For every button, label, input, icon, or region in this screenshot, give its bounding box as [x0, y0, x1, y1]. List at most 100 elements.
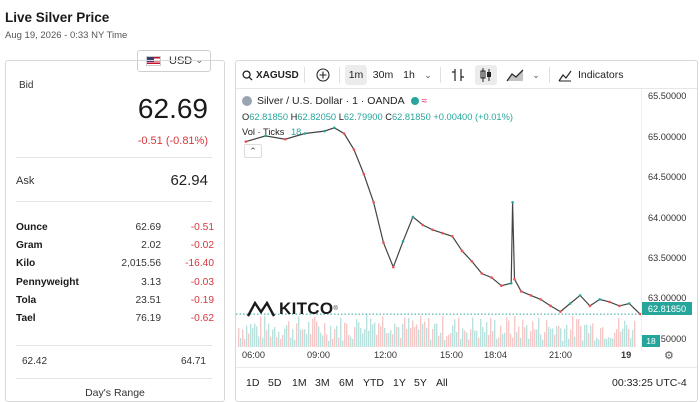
interval-1m[interactable]: 1m: [345, 65, 367, 85]
volume-bar: [500, 325, 502, 347]
candle-style-button[interactable]: [475, 65, 497, 85]
unit-name: Tola: [16, 294, 37, 306]
volume-bar: [614, 332, 616, 347]
chart-settings-button[interactable]: ⚙: [664, 349, 674, 362]
day-range-label: Day's Range: [85, 387, 145, 399]
volume-bar: [438, 335, 440, 347]
kitco-logo-icon: [247, 301, 275, 317]
range-all[interactable]: All: [436, 377, 448, 389]
divider: [16, 345, 212, 346]
chart-clock[interactable]: 00:33:25 UTC-4: [612, 377, 687, 389]
range-1d[interactable]: 1D: [246, 377, 260, 389]
volume-bar: [466, 332, 468, 347]
volume-bar: [554, 334, 556, 347]
volume-bar: [388, 332, 390, 347]
page-timestamp: Aug 19, 2026 - 0:33 NY Time: [5, 30, 128, 41]
compare-button[interactable]: [313, 65, 333, 85]
price-point: [401, 239, 405, 243]
volume-bar: [620, 331, 622, 347]
interval-dropdown[interactable]: ⌄: [422, 65, 434, 85]
high-label: H: [290, 112, 298, 122]
range-ytd[interactable]: YTD: [363, 377, 384, 389]
volume-bar: [258, 336, 260, 347]
volume-bar: [622, 328, 624, 347]
price-plot[interactable]: [236, 89, 641, 349]
interval-30m[interactable]: 30m: [370, 65, 396, 85]
market-open-icon: [410, 97, 419, 105]
volume-bar: [434, 323, 436, 347]
unit-row-pennyweight: Pennyweight 3.13 -0.03: [16, 273, 214, 291]
volume-bar: [324, 323, 326, 347]
volume-bar: [560, 328, 562, 347]
range-5d[interactable]: 5D: [268, 377, 282, 389]
price-point: [441, 231, 444, 235]
volume-bar: [322, 335, 324, 347]
area-style-button[interactable]: [504, 65, 526, 85]
live-data-icon: ≈: [421, 95, 428, 107]
volume-bar: [264, 316, 266, 347]
volume-bar: [412, 320, 414, 347]
volume-bar: [470, 329, 472, 347]
volume-label: Vol · Ticks: [242, 127, 285, 137]
volume-bar: [330, 325, 332, 347]
volume-bar: [406, 329, 408, 347]
day-range-high: 64.71: [180, 356, 206, 367]
volume-bar: [240, 337, 242, 347]
price-point: [352, 148, 356, 151]
volume-bar: [490, 317, 492, 347]
interval-1h[interactable]: 1h: [400, 65, 418, 85]
volume-bar: [332, 338, 334, 347]
volume-bar: [576, 319, 578, 347]
range-1m[interactable]: 1M: [292, 377, 307, 389]
volume-bar: [426, 327, 428, 347]
volume-bar: [282, 334, 284, 347]
bar-style-button[interactable]: [449, 65, 467, 85]
volume-bar: [296, 323, 298, 347]
volume-bar: [398, 327, 400, 347]
collapse-legend-button[interactable]: ⌃: [244, 144, 262, 158]
volume-bar: [252, 328, 254, 347]
price-tick: 63.00000: [648, 293, 687, 304]
volume-bar: [512, 337, 514, 347]
indicators-button[interactable]: Indicators: [558, 65, 628, 85]
volume-bar: [482, 327, 484, 347]
volume-bar: [260, 316, 262, 347]
time-tick: 18:04: [484, 350, 507, 360]
volume-bar: [284, 328, 286, 347]
volume-bar: [298, 316, 300, 347]
chart-panel[interactable]: XAGUSD 1m 30m 1h ⌄ ⌄ Indicators Silver /…: [235, 60, 698, 402]
time-axis[interactable]: 06:00 09:00 12:00 15:00 18:04 21:00 19: [236, 348, 641, 362]
time-tick: 19: [621, 350, 632, 360]
symbol-search[interactable]: XAGUSD: [242, 65, 302, 85]
volume-bar: [524, 327, 526, 347]
style-dropdown[interactable]: ⌄: [530, 65, 542, 85]
price-point: [638, 312, 641, 316]
price-axis[interactable]: 65.50000 65.00000 64.50000 64.00000 63.50000…: [641, 89, 697, 351]
currency-select[interactable]: USD ⌄: [137, 50, 211, 72]
price-point: [588, 304, 592, 308]
range-5y[interactable]: 5Y: [414, 377, 427, 389]
volume-bar: [416, 324, 418, 347]
unit-value: 23.51: [135, 294, 162, 306]
volume-bar: [450, 333, 452, 347]
volume-bar: [352, 338, 354, 347]
chart-legend: Silver / U.S. Dollar · 1 · OANDA ≈: [242, 95, 427, 107]
volume-bar: [552, 328, 554, 347]
volume-bar: [624, 320, 626, 347]
range-3m[interactable]: 3M: [315, 377, 330, 389]
volume-bar: [334, 329, 336, 347]
volume-bar: [360, 327, 362, 347]
price-point: [372, 201, 375, 204]
range-1y[interactable]: 1Y: [393, 377, 406, 389]
divider: [16, 378, 212, 379]
time-tick: 15:00: [440, 350, 463, 360]
volume-bar: [368, 330, 370, 347]
volume-bar: [598, 339, 600, 347]
range-6m[interactable]: 6M: [339, 377, 354, 389]
time-tick: 12:00: [374, 350, 397, 360]
volume-bar: [594, 340, 596, 347]
volume-bar: [596, 337, 598, 347]
candles-icon: [480, 68, 491, 82]
volume-bar: [266, 330, 268, 347]
bars-icon: [452, 69, 464, 81]
